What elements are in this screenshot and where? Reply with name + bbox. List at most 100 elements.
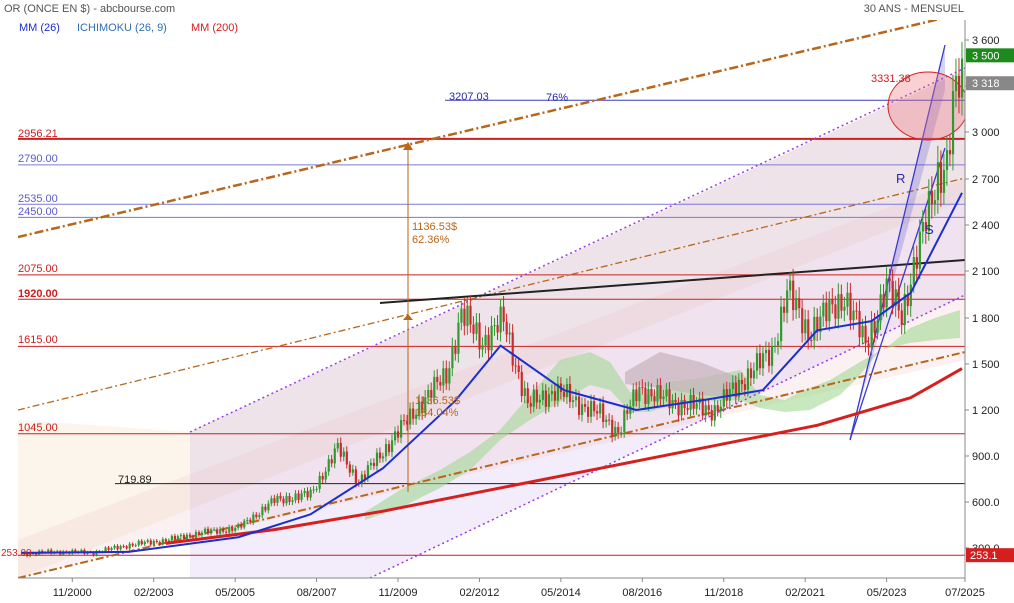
price-candle — [792, 280, 795, 311]
price-candle — [547, 394, 551, 407]
price-candle — [466, 305, 469, 326]
price-candle — [330, 459, 333, 464]
channel-fill-violet — [190, 70, 965, 578]
price-candle — [912, 257, 915, 285]
price-candle — [390, 440, 394, 453]
price-candle — [35, 553, 38, 555]
price-candle — [164, 539, 167, 542]
price-candle — [885, 278, 888, 308]
price-candle — [288, 495, 291, 502]
price-candle — [354, 469, 357, 484]
price-candle — [345, 451, 348, 465]
price-candle — [415, 414, 418, 419]
price-candle — [92, 552, 95, 556]
price-candle — [200, 532, 204, 536]
price-candle — [246, 519, 249, 521]
legend-mm26: MM (26) — [19, 22, 60, 34]
price-candle — [526, 388, 529, 404]
price-candle — [647, 389, 650, 405]
y-tick-label: 3 000 — [972, 127, 1000, 139]
price-candle — [47, 549, 50, 553]
price-candle — [508, 332, 511, 335]
price-candle — [222, 528, 225, 532]
tag-resistance-text: 3 500 — [972, 50, 1000, 62]
trendline-black — [379, 259, 965, 304]
price-candle — [143, 541, 146, 545]
price-candle — [701, 398, 704, 416]
price-candle — [207, 528, 210, 534]
price-candle — [828, 299, 831, 322]
price-candle — [216, 529, 219, 534]
price-candle — [677, 402, 680, 416]
price-candle — [309, 489, 312, 498]
price-candle — [360, 474, 364, 484]
mm26-line — [20, 192, 963, 554]
price-candle — [819, 316, 822, 333]
price-candle — [879, 294, 882, 321]
price-candle — [384, 444, 388, 457]
price-candle — [789, 280, 792, 291]
price-candle — [587, 406, 590, 417]
price-candle — [783, 306, 786, 313]
price-candle — [954, 75, 958, 92]
price-candle — [487, 334, 490, 351]
price-candle — [158, 542, 161, 545]
price-candle — [767, 350, 771, 366]
tag-last-price-text: 3 318 — [972, 78, 1000, 90]
x-tick-label: 08/2016 — [622, 587, 662, 599]
price-candle — [659, 385, 662, 400]
price-candle — [255, 514, 258, 518]
price-candle — [602, 403, 605, 422]
price-candle — [203, 528, 207, 533]
price-candle — [397, 431, 400, 438]
price-candle — [665, 389, 668, 397]
price-candle — [957, 75, 961, 98]
price-candle — [571, 400, 575, 402]
price-candle — [249, 519, 252, 523]
price-candle — [605, 419, 608, 422]
price-candle — [707, 405, 710, 411]
price-candle — [442, 368, 445, 386]
price-candle — [873, 321, 876, 333]
price-candle — [240, 524, 243, 528]
price-candle — [529, 403, 532, 407]
price-candle — [713, 405, 716, 421]
tag-resistance: 3 500 — [966, 48, 1014, 63]
price-candle — [451, 346, 454, 369]
price-candle — [128, 543, 131, 549]
price-candle — [26, 552, 29, 557]
price-candle — [454, 346, 457, 354]
y-tick-label: 3 600 — [972, 35, 1000, 47]
price-candle — [155, 540, 158, 543]
price-candle — [837, 294, 840, 319]
x-tick-label: 02/2003 — [134, 587, 174, 599]
y-tick-label: 1 200 — [972, 405, 1000, 417]
price-candle — [846, 292, 849, 307]
price-candle — [580, 404, 584, 415]
price-candle — [291, 500, 294, 502]
price-candle — [623, 410, 626, 433]
y-tick-label: 1 500 — [972, 359, 1000, 371]
price-candle — [182, 535, 186, 540]
price-candle — [439, 381, 442, 386]
price-candle — [430, 389, 433, 398]
price-candle — [327, 459, 330, 472]
price-candle — [870, 321, 873, 348]
price-candle — [321, 475, 324, 480]
price-candle — [780, 306, 783, 342]
x-tick-label: 02/2021 — [785, 587, 825, 599]
price-candle — [406, 420, 409, 425]
price-candle — [285, 495, 288, 504]
price-candle — [475, 322, 478, 334]
price-candle — [113, 545, 116, 549]
price-candle — [122, 546, 125, 548]
price-candle — [472, 324, 475, 334]
price-candle — [339, 442, 342, 457]
price-candle — [909, 284, 912, 307]
resistance-marker-r: R — [896, 171, 905, 186]
highlight-circle — [887, 71, 965, 141]
level-label-253: 253.00 — [1, 548, 32, 559]
mm200-line — [165, 367, 963, 545]
level-label-1045: 1045.00 — [18, 422, 58, 434]
